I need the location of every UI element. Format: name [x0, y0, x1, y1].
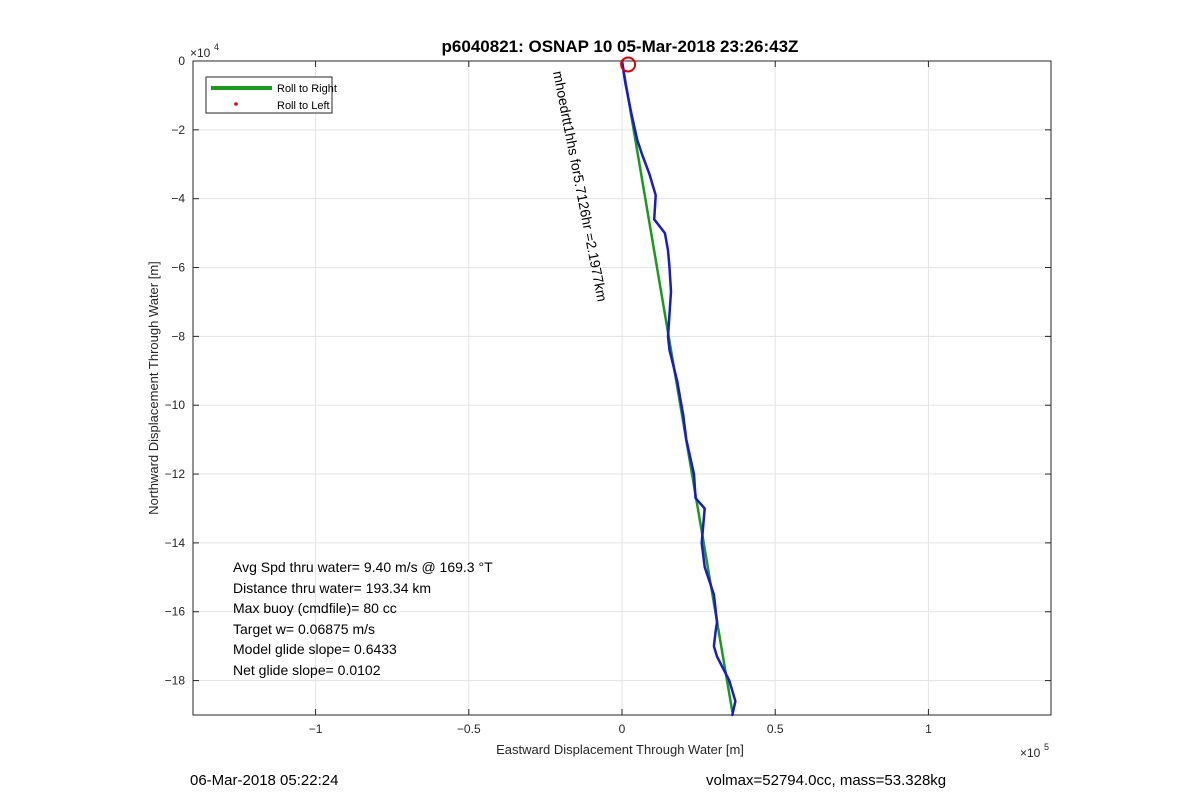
- x-tick-label: −1: [309, 722, 323, 736]
- legend-label-roll-right: Roll to Right: [277, 83, 337, 95]
- y-exponent-power: 4: [214, 42, 219, 52]
- series-track: [620, 59, 737, 717]
- y-exponent-base: ×10: [190, 46, 211, 60]
- y-exponent: ×10 4: [190, 42, 219, 60]
- legend: Roll to Right Roll to Left: [205, 76, 337, 114]
- ticks: −1 −0.5 0 0.5 1 0 −2 −4 −6 −8 −10 −12 −14 −16 −18: [165, 54, 1051, 736]
- annotation-target-w: Target w= 0.06875 m/s: [233, 621, 375, 637]
- grid: [193, 60, 1051, 715]
- x-exponent-power: 5: [1044, 742, 1049, 752]
- plot-lines: [620, 59, 737, 717]
- legend-label-roll-left: Roll to Left: [277, 100, 330, 112]
- start-marker: [620, 56, 637, 73]
- y-tick-label: −16: [165, 605, 186, 619]
- y-tick-label: −12: [165, 467, 186, 481]
- x-tick-label: 0: [619, 722, 626, 736]
- legend-swatch-roll-left: [234, 102, 238, 106]
- legend-box: [205, 76, 333, 114]
- footer-volmax-mass: volmax=52794.0cc, mass=53.328kg: [706, 772, 947, 789]
- y-tick-label: −2: [171, 123, 185, 137]
- x-exponent: ×10 5: [1020, 742, 1049, 760]
- annotation-block: Avg Spd thru water= 9.40 m/s @ 169.3 °T …: [233, 559, 493, 678]
- annotation-net-glide: Net glide slope= 0.0102: [233, 662, 381, 678]
- annotation-max-buoy: Max buoy (cmdfile)= 80 cc: [233, 600, 397, 616]
- y-tick-label: −8: [171, 329, 185, 343]
- x-tick-label: 1: [925, 722, 932, 736]
- chart-title: p6040821: OSNAP 10 05-Mar-2018 23:26:43Z: [442, 37, 799, 56]
- y-tick-label: −14: [165, 536, 186, 550]
- y-tick-label: 0: [178, 54, 185, 68]
- x-tick-label: 0.5: [767, 722, 784, 736]
- y-axis-label: Northward Displacement Through Water [m]: [146, 261, 161, 515]
- y-tick-label: −10: [165, 398, 186, 412]
- x-tick-label: −0.5: [457, 722, 481, 736]
- y-tick-label: −6: [171, 261, 185, 275]
- annotation-distance: Distance thru water= 193.34 km: [233, 580, 431, 596]
- annotation-model-glide: Model glide slope= 0.6433: [233, 641, 397, 657]
- y-tick-label: −18: [165, 674, 186, 688]
- annotation-avg-speed: Avg Spd thru water= 9.40 m/s @ 169.3 °T: [233, 559, 493, 575]
- x-exponent-base: ×10: [1020, 746, 1041, 760]
- y-tick-label: −4: [171, 192, 185, 206]
- x-axis-label: Eastward Displacement Through Water [m]: [496, 742, 744, 757]
- footer-timestamp: 06-Mar-2018 05:22:24: [190, 772, 339, 789]
